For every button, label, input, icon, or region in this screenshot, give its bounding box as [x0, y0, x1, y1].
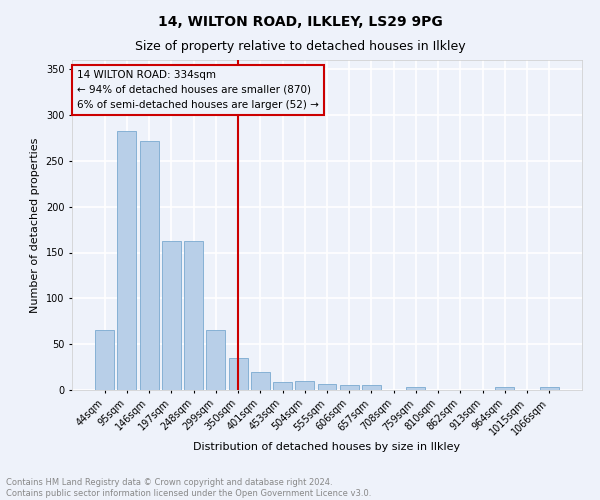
Text: Size of property relative to detached houses in Ilkley: Size of property relative to detached ho… — [134, 40, 466, 53]
Bar — [118, 130, 136, 390]
X-axis label: Distribution of detached houses by size in Ilkley: Distribution of detached houses by size … — [193, 442, 461, 452]
Bar — [540, 387, 559, 390]
Bar — [206, 330, 225, 390]
Bar — [251, 372, 270, 390]
Bar — [184, 240, 203, 390]
Bar — [273, 382, 292, 390]
Text: Contains HM Land Registry data © Crown copyright and database right 2024.
Contai: Contains HM Land Registry data © Crown c… — [6, 478, 371, 498]
Bar — [406, 387, 425, 390]
Bar — [162, 240, 181, 390]
Bar — [140, 140, 158, 390]
Bar — [317, 384, 337, 390]
Text: 14, WILTON ROAD, ILKLEY, LS29 9PG: 14, WILTON ROAD, ILKLEY, LS29 9PG — [158, 15, 442, 29]
Bar — [295, 381, 314, 390]
Bar — [229, 358, 248, 390]
Bar — [95, 330, 114, 390]
Bar — [496, 387, 514, 390]
Bar — [362, 386, 381, 390]
Y-axis label: Number of detached properties: Number of detached properties — [30, 138, 40, 312]
Bar — [340, 386, 359, 390]
Text: 14 WILTON ROAD: 334sqm
← 94% of detached houses are smaller (870)
6% of semi-det: 14 WILTON ROAD: 334sqm ← 94% of detached… — [77, 70, 319, 110]
